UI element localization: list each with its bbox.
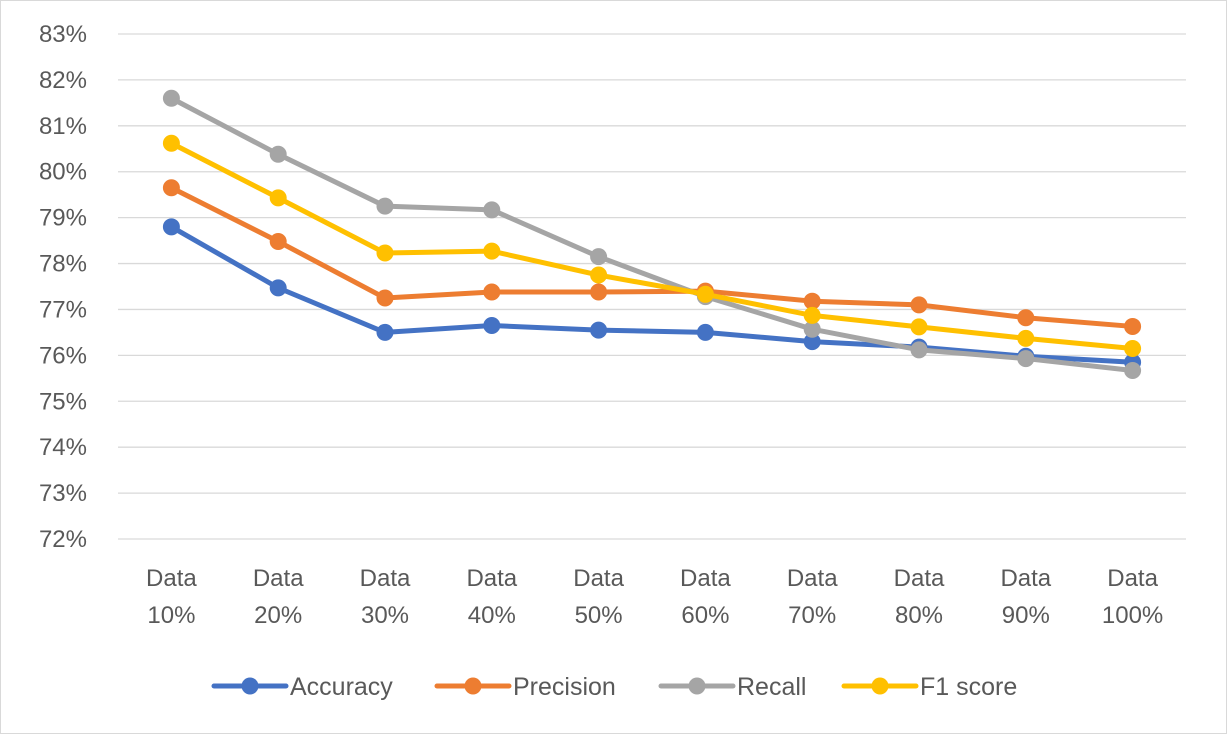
legend-swatch-marker (871, 677, 889, 695)
series-f1-score (162, 134, 1142, 357)
legend-label: F1 score (920, 673, 1017, 701)
y-tick-label: 81% (39, 113, 87, 140)
data-point[interactable] (1017, 309, 1035, 327)
legend-item[interactable]: Precision (434, 673, 616, 701)
data-point[interactable] (590, 283, 608, 301)
series-line (168, 185, 1136, 329)
x-tick-label: Data 20% (253, 565, 304, 629)
series-precision (162, 179, 1142, 335)
series-line (168, 224, 1136, 365)
legend-swatch-marker (241, 677, 259, 695)
data-point[interactable] (590, 248, 608, 266)
legend-swatch-marker (464, 677, 482, 695)
x-axis: Data 10% Data 20% Data 30% Data 40% Data 50% Data 6… (146, 565, 1163, 629)
legend-item[interactable]: Recall (658, 673, 806, 701)
data-point[interactable] (696, 323, 714, 341)
data-point[interactable] (803, 292, 821, 310)
data-point[interactable] (590, 321, 608, 339)
x-tick-label: Data 10% (146, 565, 197, 629)
data-point[interactable] (162, 89, 180, 107)
y-tick-label: 75% (39, 388, 87, 415)
data-point[interactable] (1017, 350, 1035, 368)
data-point[interactable] (269, 233, 287, 251)
data-point[interactable] (696, 285, 714, 303)
series-line (168, 140, 1136, 351)
y-axis: 72% 73% 74% 75% 76% 77% 78% 79% 80% 81% 82% 83% (39, 21, 87, 553)
y-tick-label: 72% (39, 526, 87, 553)
data-point[interactable] (483, 201, 501, 219)
data-point[interactable] (1124, 362, 1142, 380)
y-tick-label: 80% (39, 159, 87, 186)
y-tick-label: 74% (39, 434, 87, 461)
data-point[interactable] (1017, 329, 1035, 347)
data-point[interactable] (162, 179, 180, 197)
y-tick-label: 73% (39, 480, 87, 507)
x-tick-label: Data 100% (1102, 565, 1163, 629)
y-tick-label: 82% (39, 67, 87, 94)
x-tick-label: Data 30% (360, 565, 411, 629)
data-point[interactable] (483, 242, 501, 260)
data-point[interactable] (376, 323, 394, 341)
legend-item[interactable]: Accuracy (211, 673, 393, 701)
y-tick-label: 79% (39, 205, 87, 232)
data-point[interactable] (1124, 339, 1142, 357)
x-tick-label: Data 90% (1000, 565, 1051, 629)
series-group (162, 89, 1142, 380)
gridlines (118, 33, 1186, 540)
data-point[interactable] (803, 306, 821, 324)
y-tick-label: 78% (39, 251, 87, 278)
y-tick-label: 77% (39, 296, 87, 323)
data-point[interactable] (910, 296, 928, 314)
x-tick-label: Data 60% (680, 565, 731, 629)
x-tick-label: Data 80% (894, 565, 945, 629)
data-point[interactable] (269, 145, 287, 163)
data-point[interactable] (376, 289, 394, 307)
data-point[interactable] (269, 189, 287, 207)
legend-label: Accuracy (290, 673, 393, 701)
legend-item[interactable]: F1 score (841, 673, 1017, 701)
series-line (168, 95, 1136, 374)
legend-swatch-marker (688, 677, 706, 695)
data-point[interactable] (910, 341, 928, 359)
data-point[interactable] (590, 266, 608, 284)
data-point[interactable] (162, 134, 180, 152)
data-point[interactable] (910, 318, 928, 336)
legend-label: Recall (737, 673, 806, 701)
x-tick-label: Data 50% (573, 565, 624, 629)
x-tick-label: Data 70% (787, 565, 838, 629)
legend-label: Precision (513, 673, 616, 701)
y-tick-label: 83% (39, 21, 87, 48)
data-point[interactable] (376, 197, 394, 215)
data-point[interactable] (162, 218, 180, 236)
data-point[interactable] (1124, 317, 1142, 335)
data-point[interactable] (483, 283, 501, 301)
y-tick-label: 76% (39, 342, 87, 369)
data-point[interactable] (376, 244, 394, 262)
legend: Accuracy Precision Recall F1 score (211, 673, 1017, 701)
data-point[interactable] (483, 317, 501, 335)
series-accuracy (162, 218, 1142, 371)
x-tick-label: Data 40% (466, 565, 517, 629)
data-point[interactable] (269, 279, 287, 297)
